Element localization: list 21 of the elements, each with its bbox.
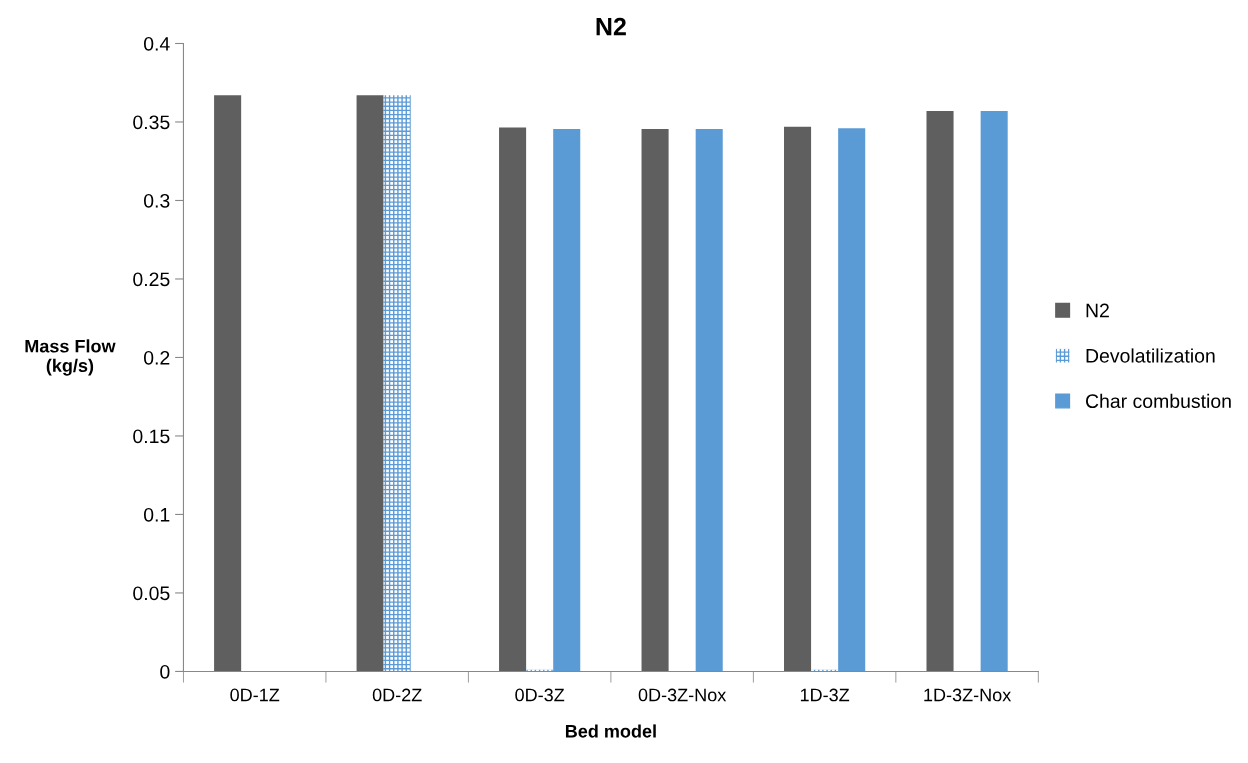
chart-title: N2: [596, 17, 626, 36]
y-tick-label: 0.4: [143, 36, 170, 51]
x-tick-label: 0D-3Z-Nox: [638, 688, 727, 702]
y-tick-label: 0.25: [133, 272, 170, 287]
y-tick-label: 0.3: [143, 193, 170, 208]
y-tick-label: 0.1: [143, 507, 170, 522]
legend-label: N2: [1086, 303, 1109, 318]
y-axis-title: Mass Flow (kg/s): [25, 339, 116, 376]
legend-label: Char combustion: [1085, 393, 1231, 409]
y-tick-label: 0: [160, 664, 170, 679]
x-tick-label: 1D-3Z: [800, 688, 850, 702]
x-axis-title: Bed model: [565, 724, 656, 738]
y-tick-label: 0.2: [143, 350, 170, 365]
legend-label: Devolatilization: [1086, 348, 1215, 363]
y-tick-label: 0.35: [133, 115, 170, 130]
y-tick-label: 0.15: [133, 429, 170, 444]
x-tick-label: 0D-2Z: [372, 688, 422, 702]
x-tick-label: 1D-3Z-Nox: [924, 688, 1012, 702]
x-tick-label: 0D-1Z: [230, 688, 280, 702]
y-tick-label: 0.05: [133, 586, 170, 601]
x-tick-label: 0D-3Z: [515, 688, 565, 702]
